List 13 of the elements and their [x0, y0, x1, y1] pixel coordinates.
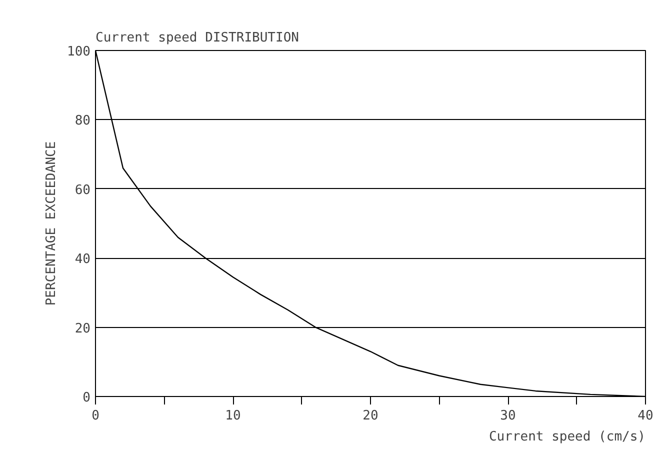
y-tick-label: 0	[82, 390, 90, 406]
y-tick-label: 60	[74, 182, 91, 198]
x-tick-label: 10	[225, 408, 241, 424]
chart-title: Current speed DISTRIBUTION	[96, 30, 299, 46]
x-tick-label: 40	[638, 408, 654, 424]
y-tick-label: 100	[67, 44, 91, 60]
y-tick-label: 40	[74, 252, 91, 268]
y-tick-label: 80	[74, 114, 91, 129]
y-tick-label: 20	[74, 321, 91, 336]
y-axis-title: PERCENTAGE EXCEEDANCE	[44, 141, 60, 306]
x-axis-title: Current speed (cm/s)	[488, 430, 646, 444]
x-tick-label: 20	[362, 408, 378, 424]
x-tick-label: 30	[500, 408, 516, 424]
